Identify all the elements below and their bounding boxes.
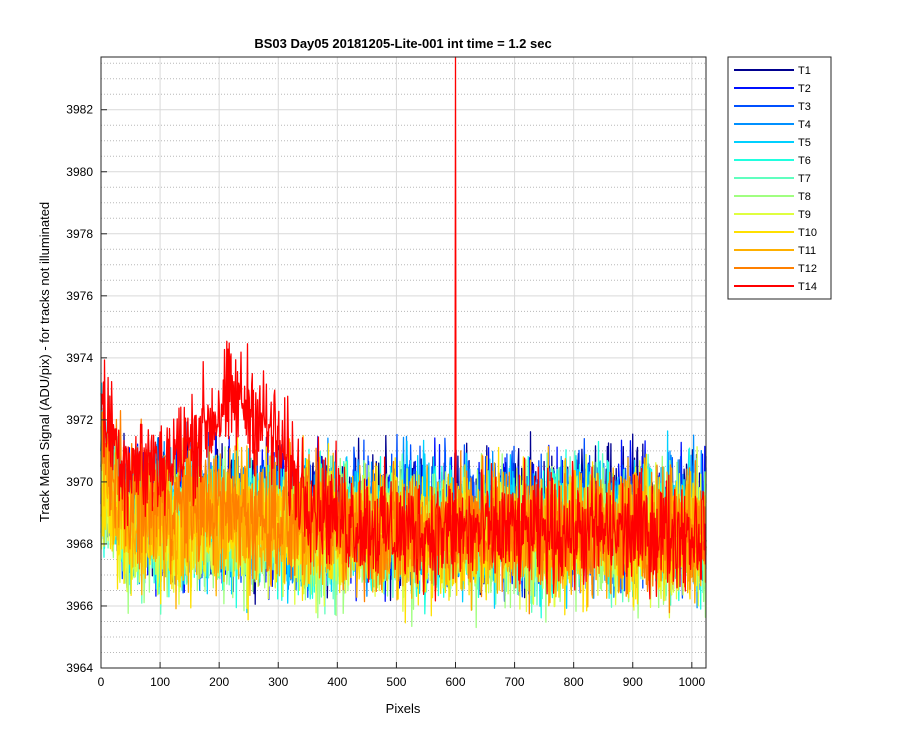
y-tick-label: 3982 [66, 103, 93, 117]
x-tick-label: 800 [564, 675, 584, 689]
x-tick-label: 100 [150, 675, 170, 689]
x-tick-label: 200 [209, 675, 229, 689]
legend-label: T8 [798, 191, 811, 203]
x-axis-label: Pixels [386, 701, 421, 716]
legend-label: T14 [798, 281, 817, 293]
series-line-t14 [100, 56, 707, 602]
y-tick-label: 3980 [66, 165, 93, 179]
y-tick-label: 3976 [66, 289, 93, 303]
legend-label: T10 [798, 227, 817, 239]
legend-label: T5 [798, 137, 811, 149]
y-tick-label: 3968 [66, 537, 93, 551]
x-tick-label: 400 [327, 675, 347, 689]
plot-area: 0 100 200 300 400 500 600 700 800 900 1000 3964 3966… [66, 56, 707, 689]
legend-label: T11 [798, 245, 816, 257]
x-tick-label: 900 [623, 675, 643, 689]
legend-label: T4 [798, 119, 811, 131]
series-lines [100, 56, 707, 629]
legend: T1 T2 T3 T4 T5 T6 T7 T8 T9 T10 T11 T12 T14 [727, 56, 832, 300]
legend-label: T2 [798, 83, 811, 95]
legend-label: T7 [798, 173, 811, 185]
chart-title: BS03 Day05 20181205-Lite-001 int time = … [254, 36, 551, 51]
legend-label: T3 [798, 101, 811, 113]
axis-ticks: 0 100 200 300 400 500 600 700 800 900 1000 3964 3966… [66, 103, 705, 689]
legend-label: T1 [798, 65, 811, 77]
y-tick-label: 3966 [66, 599, 93, 613]
legend-label: T6 [798, 155, 811, 167]
x-tick-label: 0 [98, 675, 105, 689]
x-tick-label: 700 [505, 675, 525, 689]
x-tick-label: 1000 [678, 675, 705, 689]
x-tick-label: 600 [445, 675, 465, 689]
y-tick-label: 3974 [66, 351, 93, 365]
legend-label: T9 [798, 209, 811, 221]
axes-box [100, 56, 707, 669]
x-tick-label: 500 [386, 675, 406, 689]
y-tick-label: 3978 [66, 227, 93, 241]
y-tick-label: 3964 [66, 661, 93, 675]
x-tick-label: 300 [268, 675, 288, 689]
y-tick-label: 3970 [66, 475, 93, 489]
y-axis-label: Track Mean Signal (ADU/pix) - for tracks… [37, 202, 52, 522]
legend-label: T12 [798, 263, 817, 275]
y-tick-label: 3972 [66, 413, 93, 427]
